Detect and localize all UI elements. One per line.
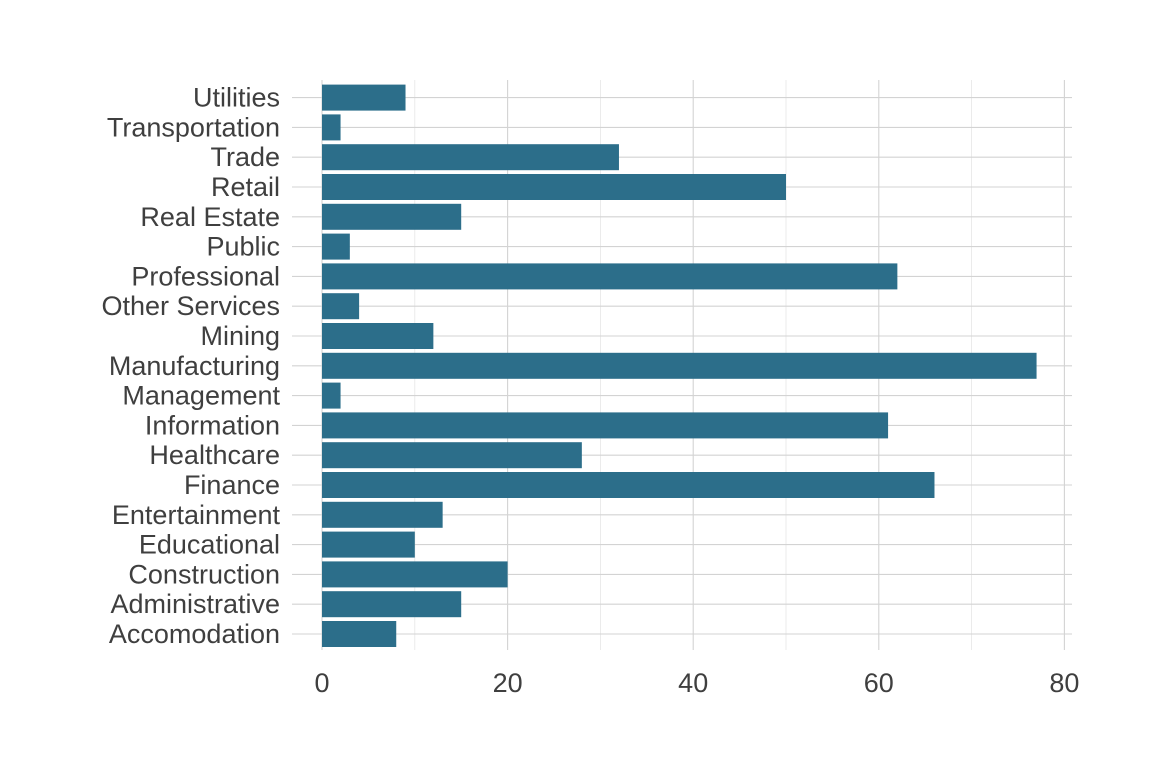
x-tick-label: 0 [314,668,329,698]
bar-management [322,382,341,409]
category-label: Real Estate [140,202,280,232]
category-label: Healthcare [149,440,280,470]
category-label: Mining [200,321,280,351]
category-label: Professional [131,261,280,291]
category-label: Construction [128,559,280,589]
bar-other-services [322,293,360,320]
category-labels: AccomodationAdministrativeConstructionEd… [101,83,280,649]
category-label: Public [206,232,280,262]
bar-educational [322,531,415,558]
x-tick-label: 40 [678,668,708,698]
bar-healthcare [322,442,582,469]
bar-trade [322,144,619,171]
bar-public [322,233,350,260]
category-label: Administrative [110,589,280,619]
bar-real-estate [322,203,462,230]
bar-utilities [322,84,406,111]
category-label: Retail [211,172,280,202]
x-tick-label: 80 [1049,668,1079,698]
bar-entertainment [322,501,443,528]
category-label: Manufacturing [109,351,280,381]
x-axis-ticks: 0 20 40 60 80 [314,668,1079,698]
bar-transportation [322,114,341,141]
category-label: Management [122,381,280,411]
bar-construction [322,561,508,588]
bar-retail [322,174,786,200]
bar-information [322,412,889,439]
x-tick-label: 20 [493,668,523,698]
category-label: Finance [184,470,280,500]
bar-manufacturing [322,352,1037,379]
category-label: Accomodation [109,619,280,649]
bar-professional [322,263,898,290]
bars [322,84,1037,647]
category-label: Trade [210,142,280,172]
bar-administrative [322,591,462,618]
bar-finance [322,472,935,498]
category-label: Transportation [107,112,280,142]
category-label: Information [145,410,280,440]
category-label: Educational [139,530,280,560]
category-label: Utilities [193,83,280,113]
bar-mining [322,323,434,349]
bar-accomodation [322,621,397,647]
x-tick-label: 60 [864,668,894,698]
category-label: Other Services [101,291,280,321]
category-label: Entertainment [112,500,281,530]
